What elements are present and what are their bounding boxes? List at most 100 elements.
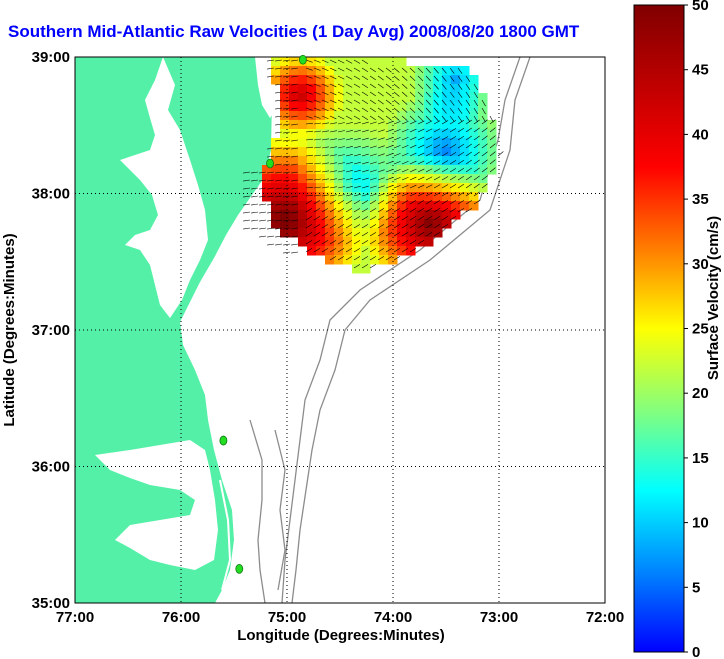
velocity-cell	[307, 66, 317, 76]
velocity-arrow	[283, 99, 291, 102]
velocity-arrow	[321, 122, 329, 125]
velocity-cell	[469, 165, 479, 175]
velocity-arrow	[457, 183, 465, 189]
velocity-cell	[343, 102, 353, 112]
velocity-arrow	[259, 179, 267, 182]
velocity-arrow	[369, 129, 377, 133]
velocity-cell	[352, 111, 362, 121]
velocity-arrow	[465, 175, 472, 181]
velocity-arrow	[361, 264, 369, 269]
velocity-arrow	[267, 235, 275, 238]
velocity-cell	[415, 120, 425, 130]
velocity-cell	[415, 228, 425, 238]
velocity-cell	[379, 57, 389, 67]
velocity-cell	[334, 138, 344, 148]
velocity-cell	[487, 165, 497, 175]
velocity-cell	[469, 93, 479, 103]
velocity-arrow	[321, 200, 329, 205]
velocity-arrow	[409, 67, 416, 74]
velocity-cell	[325, 255, 335, 265]
velocity-cell	[370, 138, 380, 148]
velocity-arrow	[417, 200, 425, 205]
velocity-cell	[325, 192, 335, 202]
y-axis-label: Latitude (Degrees:Minutes)	[1, 233, 18, 426]
velocity-cell	[343, 138, 353, 148]
velocity-arrow	[481, 127, 488, 133]
velocity-arrow	[401, 136, 409, 141]
velocity-cell	[271, 219, 281, 229]
velocity-arrow	[329, 115, 337, 120]
colorbar-tick-label: 0	[692, 644, 700, 659]
velocity-arrow	[305, 122, 313, 125]
velocity-cell	[397, 129, 407, 139]
velocity-arrow	[409, 176, 417, 181]
velocity-arrow	[275, 83, 283, 86]
velocity-cell	[298, 210, 308, 220]
velocity-arrow	[345, 122, 353, 125]
velocity-arrow	[473, 175, 480, 181]
velocity-arrow	[283, 115, 291, 118]
velocity-cell	[397, 84, 407, 94]
velocity-arrow	[321, 240, 329, 245]
velocity-cell	[361, 255, 371, 265]
velocity-cell	[262, 165, 272, 175]
velocity-cell	[280, 201, 290, 211]
velocity-arrow	[267, 75, 275, 78]
velocity-arrow	[417, 240, 425, 245]
velocity-arrow	[305, 59, 313, 63]
velocity-cell	[325, 102, 335, 112]
velocity-cell	[415, 129, 425, 139]
velocity-arrow	[433, 107, 439, 114]
velocity-arrow	[283, 91, 291, 94]
velocity-arrow	[433, 91, 439, 98]
velocity-arrow	[313, 59, 321, 63]
velocity-arrow	[385, 145, 393, 149]
velocity-arrow	[259, 219, 267, 222]
velocity-arrow	[385, 153, 393, 157]
velocity-arrow	[433, 184, 441, 189]
velocity-arrow	[449, 184, 457, 189]
velocity-cell	[415, 237, 425, 247]
velocity-arrow	[393, 91, 400, 97]
velocity-cell	[280, 84, 290, 94]
velocity-cell	[316, 192, 326, 202]
velocity-arrow	[345, 256, 353, 261]
velocity-arrow	[489, 119, 496, 125]
velocity-arrow	[337, 122, 345, 125]
velocity-cell	[460, 156, 470, 166]
velocity-cell	[361, 102, 371, 112]
velocity-cell	[325, 129, 335, 139]
velocity-arrow	[369, 107, 376, 113]
velocity-cell	[343, 111, 353, 121]
velocity-cell	[370, 183, 380, 193]
velocity-arrow	[353, 99, 361, 104]
velocity-cell	[379, 237, 389, 247]
velocity-arrow	[441, 216, 449, 221]
velocity-arrow	[417, 107, 424, 114]
velocity-arrow	[401, 168, 409, 173]
velocity-arrow	[401, 248, 409, 253]
velocity-cell	[316, 102, 326, 112]
velocity-arrow	[353, 264, 361, 269]
velocity-cell	[397, 201, 407, 211]
velocity-arrow	[441, 168, 449, 173]
velocity-cell	[325, 156, 335, 166]
velocity-cell	[451, 120, 461, 130]
velocity-arrow	[465, 143, 472, 149]
velocity-cell	[352, 228, 362, 238]
velocity-arrow	[361, 200, 369, 205]
velocity-arrow	[473, 200, 481, 205]
velocity-arrow	[283, 139, 291, 142]
velocity-cell	[442, 201, 452, 211]
velocity-arrow	[481, 159, 488, 165]
velocity-arrow	[465, 83, 471, 90]
velocity-cell	[433, 183, 443, 193]
velocity-cell	[487, 120, 497, 130]
velocity-cell	[433, 138, 443, 148]
velocity-arrow	[385, 91, 392, 97]
velocity-cell	[478, 102, 488, 112]
velocity-cell	[433, 201, 443, 211]
velocity-arrow	[283, 211, 291, 214]
velocity-cell	[271, 156, 281, 166]
velocity-arrow	[361, 240, 369, 245]
